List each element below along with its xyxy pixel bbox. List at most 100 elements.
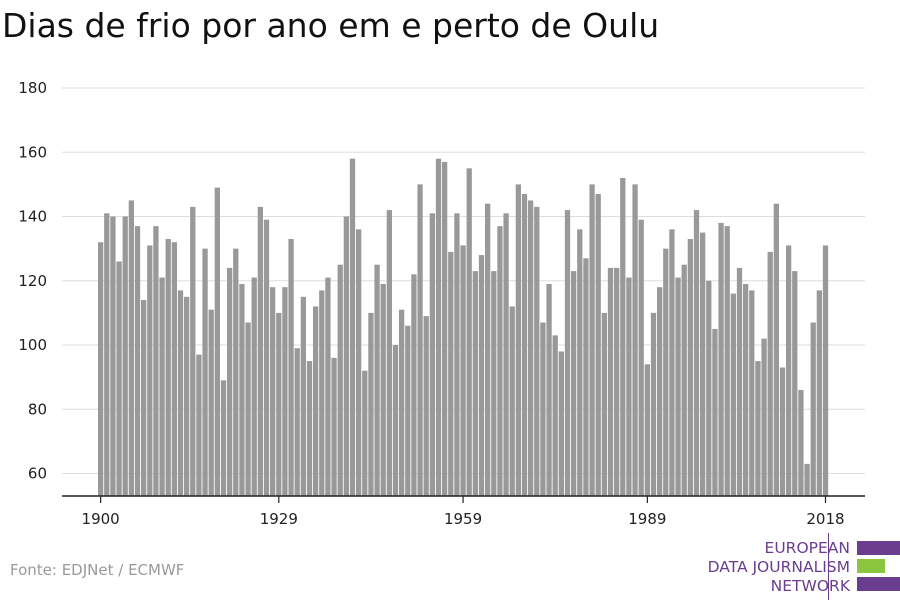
x-tick-label: 1900 bbox=[82, 510, 120, 528]
bar-2001 bbox=[718, 222, 724, 496]
bar-2016 bbox=[810, 322, 816, 496]
bar-1940 bbox=[343, 216, 349, 496]
bar-1901 bbox=[104, 213, 110, 497]
y-tick-label: 160 bbox=[18, 143, 47, 161]
bar-1906 bbox=[134, 226, 141, 496]
bar-1971 bbox=[534, 206, 540, 496]
bar-1993 bbox=[669, 229, 675, 496]
bar-1921 bbox=[227, 267, 233, 496]
bar-1907 bbox=[141, 300, 147, 496]
bar-1951 bbox=[411, 274, 417, 496]
bars bbox=[98, 158, 829, 497]
bar-1998 bbox=[700, 232, 706, 496]
bar-1943 bbox=[362, 370, 368, 496]
axes: 60 80 100 120 140 160 180 1900 1929 1959 1989 2018 bbox=[18, 79, 865, 528]
bar-1934 bbox=[306, 361, 313, 496]
bar-1959 bbox=[460, 245, 466, 496]
y-tick-label: 140 bbox=[18, 208, 47, 226]
bar-1918 bbox=[208, 309, 214, 496]
bar-2012 bbox=[786, 245, 792, 496]
bar-1976 bbox=[564, 210, 571, 496]
logo-purple-bar-bottom bbox=[857, 577, 900, 591]
bar-1994 bbox=[675, 277, 681, 496]
bar-1974 bbox=[552, 335, 558, 496]
bar-2004 bbox=[736, 267, 743, 496]
bar-2013 bbox=[792, 271, 798, 496]
y-tick-label: 100 bbox=[18, 336, 47, 354]
bar-1958 bbox=[454, 213, 460, 497]
bar-2000 bbox=[712, 328, 718, 496]
bar-1923 bbox=[239, 283, 245, 496]
x-tick-label: 2018 bbox=[806, 510, 844, 528]
bar-1961 bbox=[472, 271, 478, 496]
y-tick-label: 80 bbox=[28, 400, 47, 418]
bar-1916 bbox=[196, 354, 202, 496]
bar-1924 bbox=[245, 322, 251, 496]
bar-1953 bbox=[423, 316, 429, 496]
bar-1914 bbox=[184, 296, 190, 496]
bar-1939 bbox=[337, 264, 343, 496]
edjnet-logo: EUROPEAN DATA JOURNALISM NETWORK bbox=[700, 533, 900, 600]
bar-2002 bbox=[724, 226, 730, 496]
bar-1960 bbox=[466, 168, 472, 496]
logo-line-network: NETWORK bbox=[770, 577, 850, 595]
bar-1975 bbox=[558, 351, 564, 496]
bar-1987 bbox=[632, 184, 638, 496]
bar-1949 bbox=[399, 309, 405, 496]
bar-1948 bbox=[392, 345, 399, 496]
x-tick-label: 1959 bbox=[444, 510, 482, 528]
bar-1910 bbox=[159, 277, 165, 496]
bar-1919 bbox=[214, 187, 220, 496]
x-tick-label: 1929 bbox=[260, 510, 298, 528]
bar-2003 bbox=[730, 293, 736, 496]
bar-1904 bbox=[122, 216, 128, 496]
bar-1973 bbox=[546, 283, 552, 496]
bar-1936 bbox=[319, 290, 325, 496]
y-tick-label: 60 bbox=[28, 465, 47, 483]
bar-1908 bbox=[147, 245, 153, 496]
bar-1900 bbox=[98, 242, 104, 496]
bar-1926 bbox=[257, 206, 263, 496]
bar-1925 bbox=[251, 277, 257, 496]
bar-1931 bbox=[288, 238, 294, 497]
bar-2017 bbox=[816, 290, 822, 496]
bar-1935 bbox=[313, 306, 319, 496]
bar-1932 bbox=[294, 348, 300, 496]
bar-1952 bbox=[417, 184, 423, 496]
bar-1965 bbox=[497, 226, 503, 496]
bar-1982 bbox=[601, 312, 607, 496]
bar-1942 bbox=[356, 229, 362, 496]
bar-1980 bbox=[589, 184, 595, 496]
logo-green-bar bbox=[857, 559, 885, 573]
bar-2009 bbox=[767, 251, 773, 496]
bar-1905 bbox=[128, 200, 134, 496]
bar-1991 bbox=[657, 287, 663, 496]
bar-1964 bbox=[491, 271, 497, 496]
bar-1981 bbox=[595, 194, 601, 496]
bar-1985 bbox=[620, 177, 626, 496]
bar-1968 bbox=[515, 184, 521, 496]
bar-1955 bbox=[435, 158, 442, 496]
bar-1917 bbox=[202, 248, 208, 496]
bar-2005 bbox=[743, 283, 749, 496]
bar-1977 bbox=[571, 271, 577, 496]
bar-2008 bbox=[761, 338, 767, 496]
bar-1902 bbox=[110, 216, 116, 496]
bar-1966 bbox=[503, 213, 509, 497]
source-note: Fonte: EDJNet / ECMWF bbox=[10, 561, 185, 579]
bar-1992 bbox=[663, 248, 669, 496]
bar-1989 bbox=[644, 364, 650, 496]
bar-1956 bbox=[442, 161, 448, 496]
bar-1970 bbox=[528, 200, 534, 496]
bar-1911 bbox=[165, 238, 171, 497]
logo-line-european: EUROPEAN bbox=[764, 539, 850, 557]
bar-1996 bbox=[687, 238, 693, 497]
bar-2007 bbox=[755, 361, 761, 496]
bar-1903 bbox=[116, 261, 122, 496]
bar-2015 bbox=[804, 463, 810, 496]
bar-1945 bbox=[374, 264, 380, 496]
bar-2006 bbox=[749, 290, 755, 496]
bar-1983 bbox=[607, 267, 614, 496]
x-tick-label: 1989 bbox=[628, 510, 666, 528]
bar-1937 bbox=[325, 277, 331, 496]
